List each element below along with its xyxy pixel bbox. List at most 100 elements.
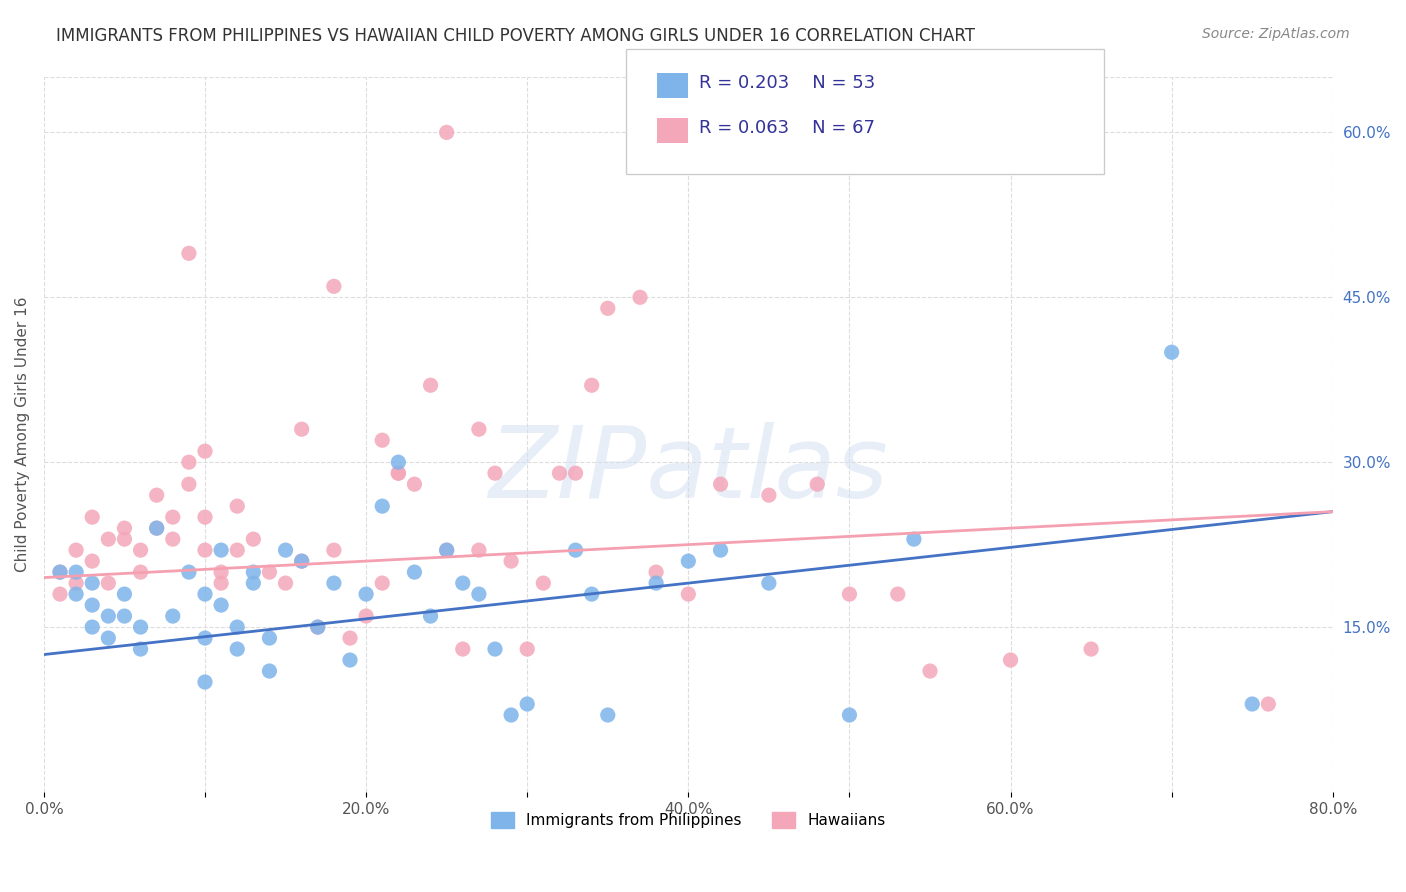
Point bbox=[371, 499, 394, 513]
Point bbox=[645, 576, 668, 591]
Point bbox=[322, 543, 344, 558]
Point bbox=[194, 543, 217, 558]
Point bbox=[242, 532, 264, 546]
Point bbox=[129, 642, 152, 657]
Legend: Immigrants from Philippines, Hawaiians: Immigrants from Philippines, Hawaiians bbox=[485, 806, 891, 834]
Point bbox=[49, 565, 72, 579]
Point bbox=[114, 521, 136, 535]
Point bbox=[1241, 697, 1264, 711]
Point bbox=[339, 631, 361, 645]
Point bbox=[903, 532, 925, 546]
Point bbox=[291, 422, 314, 436]
Text: R = 0.203    N = 53: R = 0.203 N = 53 bbox=[699, 74, 875, 92]
Point bbox=[194, 444, 217, 458]
Point bbox=[291, 554, 314, 568]
Point bbox=[1160, 345, 1182, 359]
Point bbox=[436, 543, 458, 558]
Point bbox=[194, 510, 217, 524]
Point bbox=[371, 576, 394, 591]
Point bbox=[468, 422, 491, 436]
Point bbox=[65, 565, 87, 579]
Point bbox=[371, 433, 394, 447]
Point bbox=[97, 631, 120, 645]
Point bbox=[628, 290, 651, 304]
Point bbox=[501, 708, 523, 723]
Point bbox=[177, 477, 200, 491]
Point bbox=[226, 543, 249, 558]
Point bbox=[162, 609, 184, 624]
Point bbox=[419, 378, 441, 392]
Point bbox=[82, 598, 104, 612]
Point bbox=[194, 631, 217, 645]
Point bbox=[291, 554, 314, 568]
Point bbox=[114, 587, 136, 601]
Point bbox=[145, 521, 167, 535]
Point bbox=[387, 455, 409, 469]
Point bbox=[387, 466, 409, 480]
Point bbox=[1257, 697, 1279, 711]
Point bbox=[501, 554, 523, 568]
Point bbox=[451, 642, 474, 657]
Point bbox=[709, 543, 731, 558]
Point bbox=[194, 587, 217, 601]
Point bbox=[596, 301, 619, 316]
Point bbox=[145, 488, 167, 502]
Point bbox=[145, 521, 167, 535]
Point bbox=[242, 565, 264, 579]
Point bbox=[531, 576, 554, 591]
Point bbox=[259, 631, 281, 645]
Point bbox=[758, 488, 780, 502]
Point bbox=[129, 543, 152, 558]
Point bbox=[226, 499, 249, 513]
Point bbox=[436, 543, 458, 558]
Point bbox=[678, 587, 700, 601]
Point bbox=[49, 587, 72, 601]
Point bbox=[1080, 642, 1102, 657]
Point bbox=[65, 576, 87, 591]
Point bbox=[645, 565, 668, 579]
Point bbox=[709, 477, 731, 491]
Text: IMMIGRANTS FROM PHILIPPINES VS HAWAIIAN CHILD POVERTY AMONG GIRLS UNDER 16 CORRE: IMMIGRANTS FROM PHILIPPINES VS HAWAIIAN … bbox=[56, 27, 976, 45]
Point bbox=[49, 565, 72, 579]
Point bbox=[274, 543, 297, 558]
Point bbox=[678, 554, 700, 568]
Point bbox=[404, 477, 426, 491]
Point bbox=[307, 620, 329, 634]
Point bbox=[564, 466, 586, 480]
Point bbox=[209, 543, 232, 558]
Point bbox=[419, 609, 441, 624]
Point bbox=[484, 466, 506, 480]
Point bbox=[339, 653, 361, 667]
Point bbox=[581, 378, 603, 392]
Point bbox=[387, 466, 409, 480]
Point bbox=[82, 554, 104, 568]
Point bbox=[129, 565, 152, 579]
Point bbox=[354, 609, 377, 624]
Point bbox=[97, 576, 120, 591]
Point bbox=[436, 125, 458, 139]
Point bbox=[194, 675, 217, 690]
Point bbox=[838, 587, 860, 601]
Point bbox=[838, 708, 860, 723]
Point bbox=[451, 576, 474, 591]
Point bbox=[274, 576, 297, 591]
Point bbox=[209, 565, 232, 579]
Point bbox=[404, 565, 426, 579]
Point bbox=[322, 576, 344, 591]
Point bbox=[484, 642, 506, 657]
Point bbox=[114, 532, 136, 546]
Point bbox=[516, 642, 538, 657]
Point bbox=[114, 609, 136, 624]
Y-axis label: Child Poverty Among Girls Under 16: Child Poverty Among Girls Under 16 bbox=[15, 297, 30, 573]
Point bbox=[354, 587, 377, 601]
Point bbox=[162, 532, 184, 546]
Point bbox=[65, 543, 87, 558]
Point bbox=[564, 543, 586, 558]
Point bbox=[82, 510, 104, 524]
Point bbox=[548, 466, 571, 480]
Point bbox=[596, 708, 619, 723]
Text: R = 0.063    N = 67: R = 0.063 N = 67 bbox=[699, 119, 875, 136]
Point bbox=[758, 576, 780, 591]
Point bbox=[97, 532, 120, 546]
Point bbox=[259, 565, 281, 579]
